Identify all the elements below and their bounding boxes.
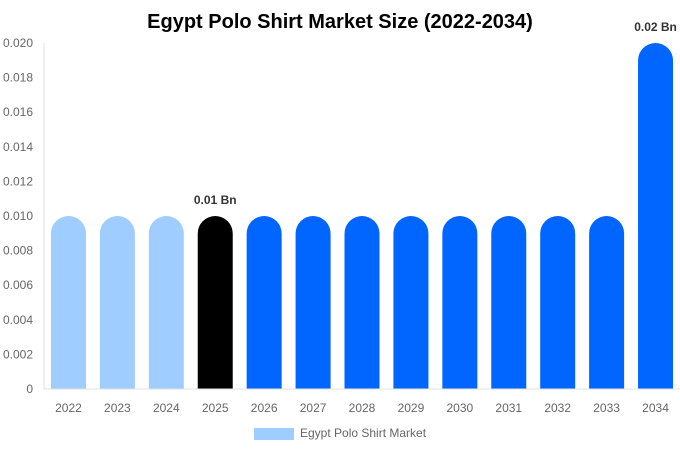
bar-2030[interactable] xyxy=(442,216,478,389)
bar-2031[interactable] xyxy=(491,216,527,389)
x-tick-label: 2033 xyxy=(593,401,620,415)
x-tick-label: 2024 xyxy=(153,401,180,415)
y-tick-label: 0.018 xyxy=(3,71,33,85)
x-tick-label: 2029 xyxy=(398,401,425,415)
bar-2025[interactable] xyxy=(197,216,233,389)
y-tick-label: 0.012 xyxy=(3,174,33,188)
bar-2024[interactable] xyxy=(148,216,184,389)
legend[interactable]: Egypt Polo Shirt Market xyxy=(254,426,427,440)
x-tick-label: 2023 xyxy=(104,401,131,415)
legend-swatch xyxy=(254,428,294,440)
y-tick-label: 0.014 xyxy=(3,140,33,154)
bar-2028[interactable] xyxy=(344,216,380,389)
y-tick-label: 0 xyxy=(26,382,33,396)
y-tick-label: 0.002 xyxy=(3,347,33,361)
y-tick-label: 0.004 xyxy=(3,313,33,327)
bar-2032[interactable] xyxy=(540,216,576,389)
data-label: 0.01 Bn xyxy=(194,193,237,207)
bar-2023[interactable] xyxy=(99,216,135,389)
x-tick-label: 2022 xyxy=(55,401,82,415)
chart-title: Egypt Polo Shirt Market Size (2022-2034) xyxy=(147,11,533,33)
x-tick-label: 2031 xyxy=(495,401,522,415)
y-tick-label: 0.016 xyxy=(3,105,33,119)
x-tick-label: 2027 xyxy=(300,401,327,415)
bar-2034[interactable] xyxy=(638,43,674,389)
x-tick-label: 2025 xyxy=(202,401,229,415)
bar-2026[interactable] xyxy=(246,216,282,389)
bars: 0.01 Bn 0.02 Bn xyxy=(50,20,677,389)
y-tick-label: 0.020 xyxy=(3,36,33,50)
x-tick-label: 2030 xyxy=(446,401,473,415)
x-tick-label: 2034 xyxy=(642,401,669,415)
y-axis: 0 0.002 0.004 0.006 0.008 0.010 0.012 0.014 0.01… xyxy=(3,36,45,396)
x-tick-label: 2028 xyxy=(349,401,376,415)
bar-2029[interactable] xyxy=(393,216,429,389)
y-tick-label: 0.010 xyxy=(3,209,33,223)
bar-2027[interactable] xyxy=(295,216,331,389)
bar-2022[interactable] xyxy=(50,216,86,389)
x-axis: 2022 2023 2024 2025 2026 2027 2028 2029 2030 2031… xyxy=(44,388,680,415)
x-tick-label: 2026 xyxy=(251,401,278,415)
x-tick-label: 2032 xyxy=(544,401,571,415)
legend-label: Egypt Polo Shirt Market xyxy=(300,426,427,440)
data-label: 0.02 Bn xyxy=(634,20,677,34)
bar-2033[interactable] xyxy=(589,216,625,389)
y-tick-label: 0.006 xyxy=(3,278,33,292)
y-tick-label: 0.008 xyxy=(3,244,33,258)
